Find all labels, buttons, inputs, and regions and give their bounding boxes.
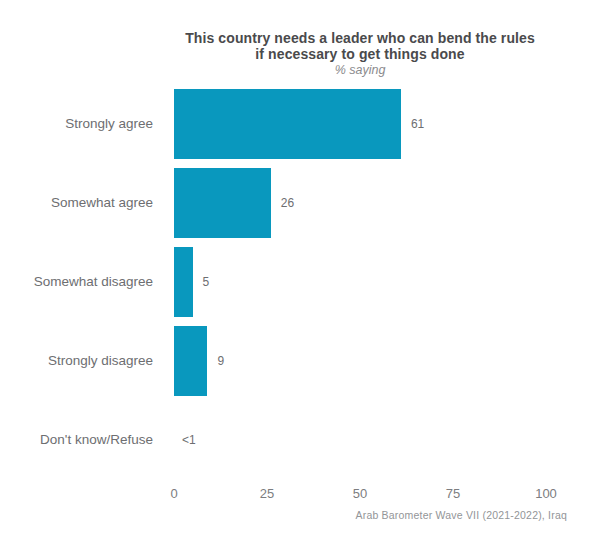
bar [174,326,207,396]
bar [174,168,271,238]
bar-row: Don't know/Refuse <1 [0,400,602,479]
category-label: Strongly disagree [0,353,153,368]
bar-row: Somewhat disagree 5 [0,242,602,321]
chart-title-line-1: This country needs a leader who can bend… [185,30,535,46]
x-axis-tick-label: 25 [260,486,274,501]
bar [174,89,401,159]
bar-track: 9 [174,326,546,396]
plot-area: Strongly agree61Somewhat agree26Somewhat… [0,84,602,479]
bar-track: 61 [174,89,546,159]
category-label: Strongly agree [0,116,153,131]
bar-row: Somewhat agree 26 [0,163,602,242]
bar-row: Strongly disagree 9 [0,321,602,400]
x-axis-tick-label: 0 [170,486,177,501]
x-axis-tick-label: 75 [446,486,460,501]
bar-chart-figure: This country needs a leader who can bend… [0,0,602,555]
category-label: Somewhat agree [0,195,153,210]
source-note: Arab Barometer Wave VII (2021-2022), Ira… [356,509,568,521]
x-axis: 0255075100 [174,486,546,502]
bar-value-label: 5 [203,275,210,289]
bar-value-label: 9 [217,354,224,368]
bar-value-label: 26 [281,196,294,210]
bar [174,247,193,317]
bar-track: 26 [174,168,546,238]
chart-title-line-2: if necessary to get things done [255,46,464,62]
chart-title: This country needs a leader who can bend… [140,31,580,62]
x-axis-tick-label: 100 [535,486,557,501]
bar-track: 5 [174,247,546,317]
x-axis-tick-label: 50 [353,486,367,501]
category-label: Somewhat disagree [0,274,153,289]
chart-header: This country needs a leader who can bend… [140,31,580,77]
bar-row: Strongly agree 61 [0,84,602,163]
category-label: Don't know/Refuse [0,432,153,447]
bar-value-label: 61 [411,117,424,131]
chart-subtitle: % saying [140,63,580,77]
bar-track: <1 [174,405,546,475]
bar-value-label: <1 [182,433,196,447]
